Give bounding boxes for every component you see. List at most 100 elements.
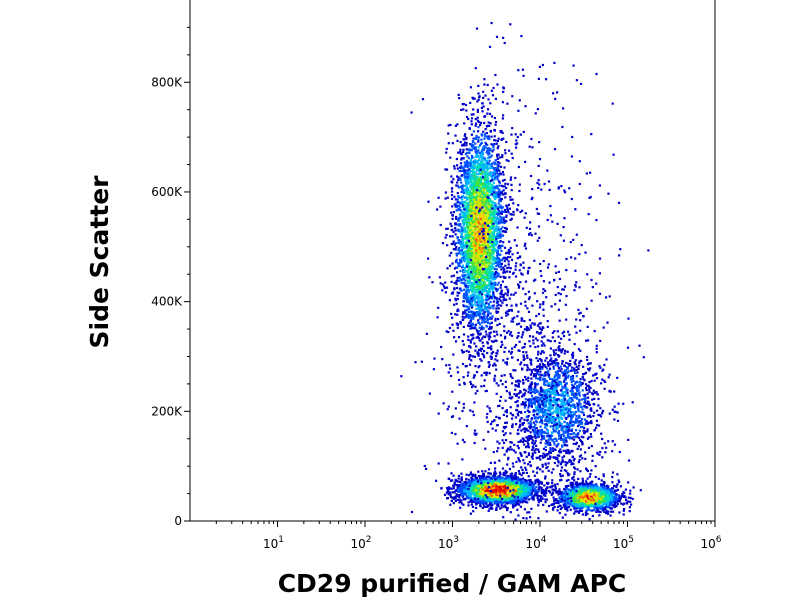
event-dot [460,249,463,252]
event-dot [538,486,541,489]
event-dot [485,221,488,224]
event-dot [494,470,497,473]
event-dot [460,158,463,161]
event-dot [478,253,482,256]
event-dot [511,253,514,256]
event-dot [458,291,461,295]
event-dot [478,162,481,166]
event-dot [493,230,496,233]
event-dot [454,248,457,251]
event-dot [455,157,458,161]
event-dot [497,307,500,310]
event-dot [481,212,484,215]
event-dot [461,202,464,205]
event-dot [481,150,484,153]
event-dot [470,247,473,251]
event-dot [508,240,511,243]
event-dot [478,292,481,295]
event-dot [474,176,477,180]
event-dot [491,273,494,276]
event-dot [481,247,484,250]
event-dot [456,175,459,178]
event-dot [468,190,471,193]
event-dot [495,225,498,228]
event-dot [502,275,505,278]
event-dot [471,231,474,234]
event-dot [493,339,496,342]
event-dot [461,198,464,201]
event-dot [474,291,477,294]
event-dot [481,170,485,174]
event-dot [482,318,485,321]
event-dot [499,156,502,159]
event-dot [469,294,473,297]
event-dot [480,250,483,253]
event-dot [463,381,466,384]
event-dot [458,201,461,205]
event-dot [493,171,496,174]
event-dot [491,288,494,291]
event-dot [458,493,461,497]
event-dot [468,252,471,255]
event-dot [460,472,463,475]
event-dot [470,274,473,277]
event-dot [484,170,487,173]
event-dot [480,240,483,243]
event-dot [488,226,491,229]
event-dot [491,217,494,220]
event-dot [451,205,454,208]
event-dot [462,254,465,257]
event-dot [453,203,456,206]
event-dot [487,121,490,124]
event-dot [466,286,470,289]
event-dot [466,300,469,304]
event-dot [475,263,478,266]
event-dot [466,181,469,184]
event-dot [469,205,472,208]
event-dot [468,266,471,269]
event-dot [489,220,492,223]
event-dot [477,202,480,205]
event-dot [480,221,483,224]
event-dot [488,124,491,127]
event-dot [465,477,468,481]
event-dot [501,257,505,260]
event-dot [456,291,459,294]
event-dot [545,498,548,501]
event-dot [485,276,488,279]
event-dot [475,197,478,200]
event-dot [491,191,494,194]
event-dot [479,179,482,182]
event-dot [483,238,486,242]
event-dot [475,238,478,242]
event-dot [488,181,492,184]
event-dot [468,355,471,358]
event-dot [488,151,491,154]
event-dot [460,108,463,111]
event-dot [490,321,493,324]
event-dot [467,291,470,294]
event-dot [493,178,496,181]
event-dot [481,325,484,328]
event-dot [492,257,495,260]
event-dot [487,327,490,330]
event-dot [474,285,477,288]
event-dot [461,240,464,243]
event-dot [482,262,485,265]
event-dot [529,478,532,482]
event-dot [536,496,539,500]
event-dot [472,244,476,247]
event-dot [480,134,483,137]
event-dot [466,251,469,254]
event-dot [479,269,482,272]
event-dot [485,132,488,135]
event-dot [491,503,494,506]
event-dot [466,186,469,189]
event-dot [460,157,463,160]
event-dot [458,498,461,501]
event-dot [464,254,467,257]
event-dot [487,135,490,138]
event-dot [492,225,495,229]
event-dot [451,142,454,145]
event-dot [471,386,474,389]
